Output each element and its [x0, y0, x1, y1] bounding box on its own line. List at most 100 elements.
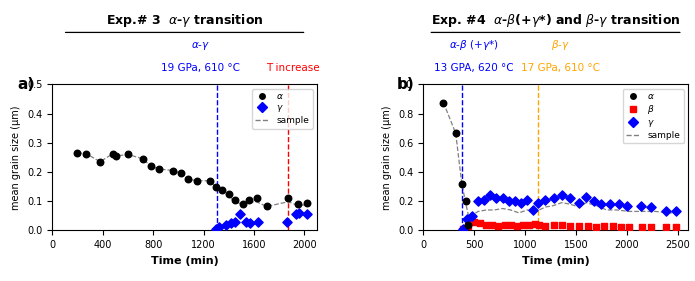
Point [481, 222, 492, 227]
Point [497, 196, 508, 201]
Point [512, 224, 523, 228]
Text: Exp. #4  $\alpha$-$\beta$(+$\gamma$*) and $\beta$-$\gamma$ transition: Exp. #4 $\alpha$-$\beta$(+$\gamma$*) and… [431, 12, 680, 29]
Point [293, 202, 304, 206]
Point [485, 193, 496, 198]
Point [660, 209, 671, 214]
Point [251, 196, 262, 201]
Point [591, 225, 602, 229]
Point [473, 199, 484, 203]
Point [573, 200, 584, 205]
X-axis label: Time (min): Time (min) [151, 256, 218, 266]
Point [223, 192, 234, 196]
Point [530, 222, 541, 226]
Point [670, 225, 681, 229]
Point [226, 221, 237, 225]
Point [580, 194, 591, 199]
Point [615, 225, 626, 229]
Point [461, 216, 473, 221]
Point [540, 224, 551, 228]
Point [302, 200, 313, 205]
Point [167, 168, 179, 173]
Text: $\alpha$-$\gamma$: $\alpha$-$\gamma$ [191, 40, 210, 52]
Point [613, 202, 624, 206]
Text: 19 GPa, 610 °C: 19 GPa, 610 °C [161, 63, 240, 72]
Point [491, 196, 502, 201]
Point [646, 205, 657, 209]
Point [582, 224, 594, 228]
Point [252, 219, 263, 224]
Point [466, 214, 477, 218]
Point [221, 222, 232, 227]
Text: T increase: T increase [266, 63, 320, 72]
Point [457, 227, 468, 231]
Point [486, 223, 498, 228]
Point [548, 223, 559, 228]
Point [217, 187, 228, 192]
Legend: $\alpha$, $\beta$, $\gamma$, sample: $\alpha$, $\beta$, $\gamma$, sample [623, 89, 684, 144]
Point [229, 219, 240, 224]
Point [621, 203, 632, 208]
Point [534, 222, 545, 227]
Point [493, 224, 504, 228]
Point [548, 196, 559, 201]
Point [235, 212, 246, 217]
Point [213, 225, 224, 230]
Point [302, 212, 313, 217]
Point [294, 211, 305, 215]
Point [670, 209, 681, 214]
Point [450, 131, 461, 135]
Y-axis label: mean grain size (μm): mean grain size (μm) [382, 105, 393, 210]
Point [72, 151, 83, 155]
Point [540, 198, 551, 202]
Point [145, 164, 156, 168]
Point [596, 202, 607, 206]
Point [243, 198, 254, 202]
Point [438, 100, 449, 105]
Point [460, 199, 471, 203]
Point [607, 224, 618, 228]
Point [175, 171, 186, 176]
Point [211, 227, 222, 231]
Point [599, 224, 610, 228]
Point [282, 196, 293, 201]
Point [204, 178, 215, 183]
Point [281, 219, 293, 224]
Point [556, 193, 567, 198]
Point [532, 200, 543, 205]
Point [241, 219, 252, 224]
Point [517, 223, 528, 228]
Point [107, 152, 118, 156]
Point [290, 212, 301, 217]
Point [499, 222, 510, 227]
Point [623, 225, 635, 230]
Point [556, 223, 567, 228]
Point [95, 160, 106, 164]
Point [237, 202, 248, 206]
Point [138, 157, 149, 161]
Point [245, 221, 256, 225]
Point [192, 178, 203, 183]
Point [564, 224, 575, 228]
Point [509, 199, 521, 203]
Point [211, 184, 222, 189]
Point [516, 200, 527, 205]
Text: 17 GPa, 610 °C: 17 GPa, 610 °C [521, 63, 600, 72]
Text: Exp.# 3  $\alpha$-$\gamma$ transition: Exp.# 3 $\alpha$-$\gamma$ transition [106, 12, 263, 29]
X-axis label: Time (min): Time (min) [522, 256, 589, 266]
Point [457, 227, 468, 231]
Point [521, 198, 532, 202]
Point [122, 152, 133, 157]
Point [468, 220, 480, 225]
Point [462, 224, 473, 228]
Point [604, 202, 615, 206]
Point [462, 222, 473, 227]
Point [479, 198, 490, 202]
Point [503, 199, 514, 203]
Point [528, 208, 539, 212]
Point [456, 182, 467, 186]
Text: 13 GPA, 620 °C: 13 GPA, 620 °C [434, 63, 513, 72]
Legend: $\alpha$, $\gamma$, sample: $\alpha$, $\gamma$, sample [252, 89, 313, 129]
Point [636, 203, 647, 208]
Point [564, 196, 575, 201]
Point [589, 199, 600, 203]
